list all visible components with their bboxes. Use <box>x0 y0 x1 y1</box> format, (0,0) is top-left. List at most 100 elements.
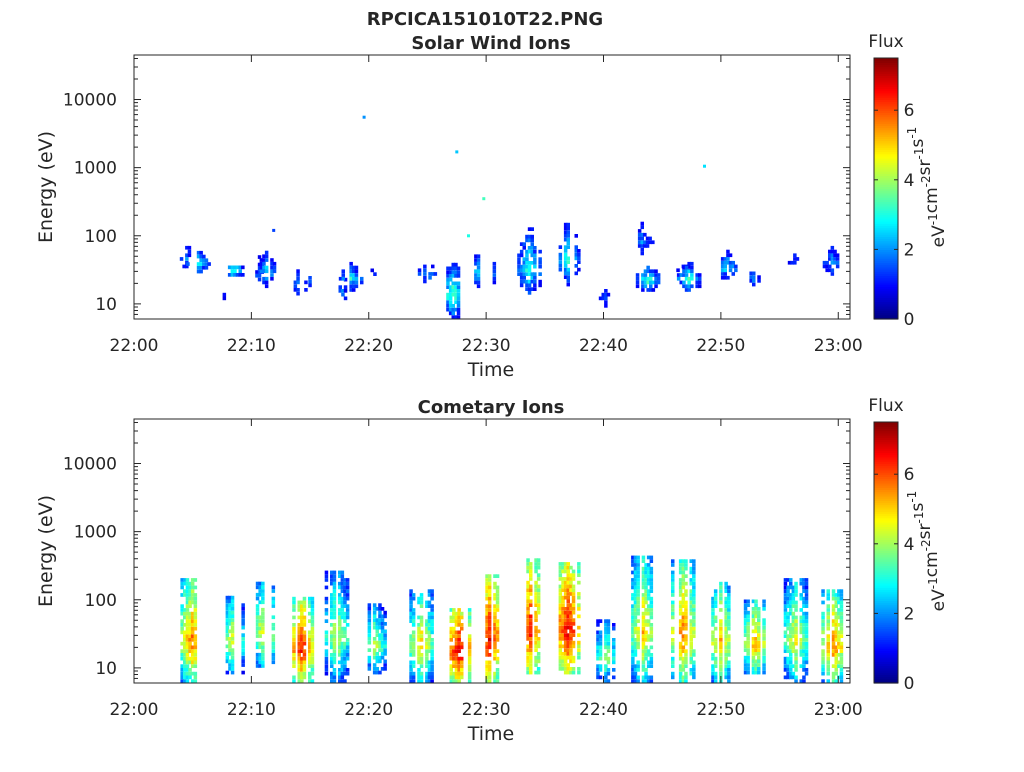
flux-cell <box>446 307 450 312</box>
flux-cell <box>831 641 836 646</box>
flux-cell <box>631 593 635 597</box>
flux-cell <box>711 634 715 638</box>
flux-cell <box>297 623 301 627</box>
flux-cell <box>826 623 830 627</box>
flux-cell <box>493 653 497 657</box>
flux-cell <box>534 603 538 607</box>
flux-cell <box>534 670 538 675</box>
flux-cell <box>631 626 635 631</box>
flux-cell <box>690 276 694 281</box>
flux-cell <box>296 273 300 277</box>
flux-cell <box>332 615 337 620</box>
colorbar-segment <box>874 205 898 209</box>
flux-cell <box>723 264 727 269</box>
flux-cell <box>300 656 304 661</box>
flux-cell <box>467 679 472 683</box>
flux-cell <box>757 622 761 626</box>
colorbar-segment <box>874 134 898 137</box>
flux-cell <box>671 608 675 612</box>
flux-cell <box>558 610 563 615</box>
colorbar-segment <box>874 680 898 684</box>
flux-cell <box>190 578 195 582</box>
colorbar-segment <box>874 177 898 181</box>
flux-cell <box>839 615 844 620</box>
flux-cell <box>411 638 416 642</box>
flux-cell <box>238 273 242 277</box>
flux-cell <box>684 574 688 578</box>
flux-cell <box>188 615 192 620</box>
flux-cell <box>190 593 195 597</box>
flux-cell <box>454 281 458 286</box>
flux-cell <box>641 280 645 285</box>
flux-cell <box>258 652 262 657</box>
flux-cell <box>646 634 651 638</box>
flux-cell <box>411 623 416 627</box>
flux-cell <box>522 261 526 265</box>
flux-cell <box>804 600 809 605</box>
flux-cell <box>561 614 565 619</box>
flux-cell <box>188 645 192 650</box>
flux-cell <box>724 671 728 676</box>
x-tick-label: 22:20 <box>344 700 393 720</box>
flux-cell <box>649 604 654 608</box>
flux-cell <box>571 618 576 622</box>
flux-cell <box>837 623 841 627</box>
flux-cell <box>681 570 686 575</box>
flux-cell <box>713 619 718 623</box>
flux-cell <box>783 593 788 597</box>
flux-cell <box>569 607 573 611</box>
colorbar-segment <box>874 435 898 438</box>
flux-cell <box>743 667 748 671</box>
flux-cell <box>804 649 809 653</box>
colorbar-segment <box>874 118 898 122</box>
flux-cell <box>409 645 413 650</box>
flux-cell <box>561 633 565 637</box>
flux-cell <box>786 675 790 680</box>
flux-cell <box>743 633 748 637</box>
flux-cell <box>671 563 675 567</box>
flux-cell <box>255 585 260 590</box>
flux-cell <box>687 261 691 266</box>
flux-cell <box>604 645 608 650</box>
flux-cell <box>751 614 756 619</box>
colorbar-segment <box>874 632 898 636</box>
flux-cell <box>571 595 576 600</box>
colorbar-segment <box>874 273 898 277</box>
flux-cell <box>526 562 530 566</box>
flux-cell <box>633 593 638 597</box>
flux-cell <box>460 656 464 661</box>
flux-cell <box>430 608 434 612</box>
flux-cell <box>183 668 187 672</box>
flux-cell <box>190 589 195 593</box>
flux-cell <box>577 655 581 660</box>
cometary-flux-cells <box>180 555 844 683</box>
flux-cell <box>711 600 715 605</box>
flux-cell <box>604 668 608 672</box>
flux-cell <box>297 641 301 646</box>
colorbar-segment <box>874 203 898 207</box>
flux-cell <box>324 653 329 657</box>
flux-cell <box>255 611 260 616</box>
flux-cell <box>190 600 195 605</box>
colorbar-segment <box>874 428 898 432</box>
flux-cell <box>255 656 260 661</box>
flux-cell <box>727 608 731 612</box>
flux-cell <box>571 640 576 645</box>
flux-cell <box>646 619 651 623</box>
flux-cell <box>786 589 790 593</box>
flux-cell <box>324 596 329 601</box>
flux-cell <box>802 649 806 653</box>
flux-cell <box>485 589 489 593</box>
flux-cell <box>724 649 728 653</box>
flux-cell <box>719 664 723 668</box>
flux-cell <box>654 276 658 281</box>
flux-cell <box>612 675 616 680</box>
flux-cell <box>409 619 413 623</box>
flux-cell <box>324 671 329 676</box>
colorbar-segment <box>874 216 898 220</box>
flux-cell <box>190 671 195 676</box>
flux-cell <box>193 585 198 590</box>
colorbar-segment <box>874 255 898 259</box>
flux-cell <box>538 279 542 284</box>
flux-cell <box>534 640 538 645</box>
